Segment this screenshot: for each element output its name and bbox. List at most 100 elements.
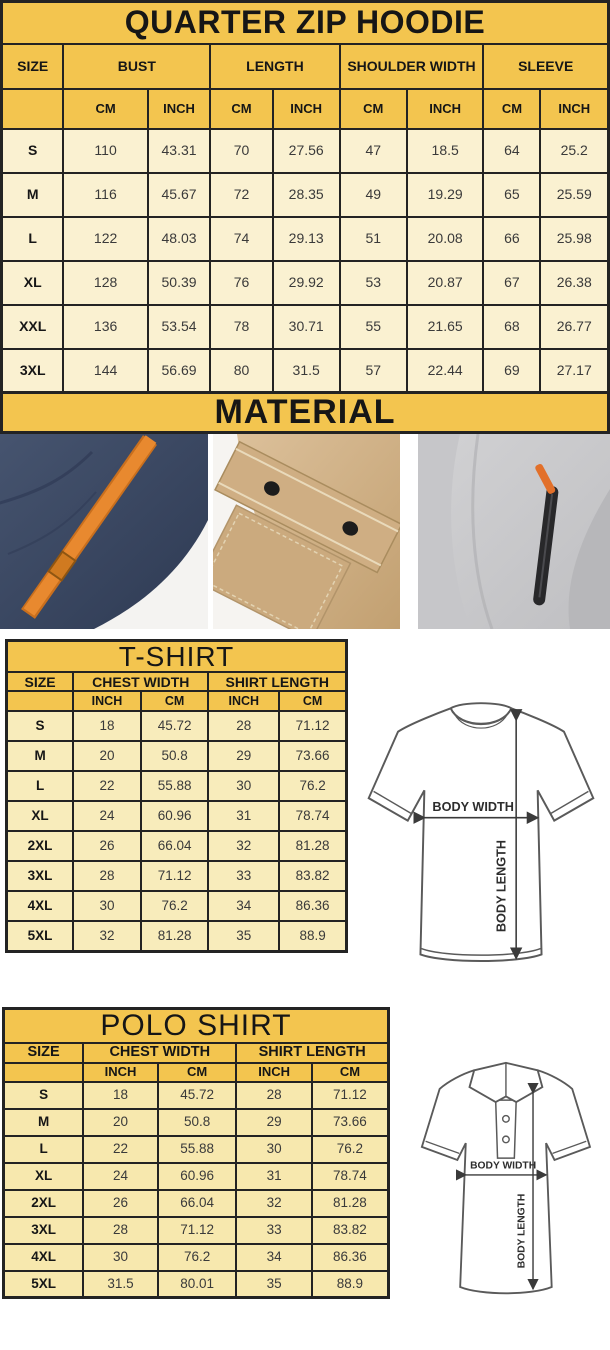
polo-title-row: POLO SHIRT bbox=[2, 1007, 390, 1044]
unit-header: CM bbox=[338, 87, 408, 130]
value-cell: 26.77 bbox=[539, 303, 610, 350]
size-row-2xl: 2XL 26 66.04 32 81.28 bbox=[5, 830, 348, 863]
tshirt-title-row: T-SHIRT bbox=[5, 639, 348, 674]
zip-pocket bbox=[533, 486, 559, 606]
value-cell: 50.39 bbox=[146, 259, 212, 306]
value-cell: 32 bbox=[235, 1188, 313, 1218]
unit-row: CM INCH CM INCH CM INCH CM INCH bbox=[0, 87, 610, 130]
size-row-3xl: 3XL 28 71.12 33 83.82 bbox=[5, 860, 348, 893]
polo-button bbox=[501, 1114, 510, 1123]
size-label-cell: 4XL bbox=[2, 1242, 85, 1272]
value-cell: 31 bbox=[235, 1161, 313, 1191]
unit-row: INCH CM INCH CM bbox=[2, 1061, 390, 1083]
tshirt-outline bbox=[367, 707, 595, 962]
value-cell: 29 bbox=[235, 1107, 313, 1137]
value-cell: 66.04 bbox=[156, 1188, 238, 1218]
unit-header: INCH bbox=[539, 87, 610, 130]
value-cell: 78.74 bbox=[278, 800, 348, 833]
value-cell: 29.13 bbox=[271, 215, 341, 262]
polo-button bbox=[501, 1135, 510, 1144]
value-cell: 28 bbox=[82, 1215, 159, 1245]
value-cell: 55.88 bbox=[156, 1134, 238, 1164]
size-row-s: S 110 43.31 70 27.56 47 18.5 64 25.2 bbox=[0, 127, 610, 174]
value-cell: 128 bbox=[62, 259, 149, 306]
value-cell: 76.2 bbox=[156, 1242, 238, 1272]
size-label-cell: L bbox=[0, 215, 65, 262]
value-cell: 33 bbox=[235, 1215, 313, 1245]
value-cell: 27.17 bbox=[539, 347, 610, 394]
value-cell: 76.2 bbox=[278, 770, 348, 803]
value-cell: 30 bbox=[82, 1242, 159, 1272]
value-cell: 60.96 bbox=[156, 1161, 238, 1191]
unit-header: CM bbox=[278, 690, 348, 713]
value-cell: 20 bbox=[82, 1107, 159, 1137]
size-label-cell: 3XL bbox=[5, 860, 75, 893]
body-length-label: BODY LENGTH bbox=[517, 1194, 528, 1269]
value-cell: 55 bbox=[338, 303, 408, 350]
value-cell: 80 bbox=[209, 347, 274, 394]
size-unit-spacer bbox=[2, 1061, 85, 1083]
zipper-pull bbox=[535, 463, 556, 494]
value-cell: 67 bbox=[482, 259, 542, 306]
value-cell: 32 bbox=[207, 830, 281, 863]
value-cell: 71.12 bbox=[156, 1215, 238, 1245]
unit-header: CM bbox=[62, 87, 149, 130]
orange-drawcord bbox=[23, 435, 157, 616]
value-cell: 25.2 bbox=[539, 127, 610, 174]
value-cell: 18 bbox=[72, 710, 142, 743]
size-row-xxl: XXL 136 53.54 78 30.71 55 21.65 68 26.77 bbox=[0, 303, 610, 350]
group-header: CHEST WIDTH bbox=[72, 671, 210, 693]
value-cell: 122 bbox=[62, 215, 149, 262]
value-cell: 68 bbox=[482, 303, 542, 350]
value-cell: 20 bbox=[72, 740, 142, 773]
value-cell: 78 bbox=[209, 303, 274, 350]
unit-header: INCH bbox=[72, 690, 142, 713]
value-cell: 64 bbox=[482, 127, 542, 174]
value-cell: 45.72 bbox=[139, 710, 210, 743]
size-label-cell: XXL bbox=[0, 303, 65, 350]
size-label-cell: XL bbox=[2, 1161, 85, 1191]
size-column-header: SIZE bbox=[0, 42, 65, 90]
drawcord-buckle bbox=[47, 550, 77, 582]
value-cell: 43.31 bbox=[146, 127, 212, 174]
material-photos bbox=[0, 434, 610, 629]
value-cell: 88.9 bbox=[310, 1269, 390, 1299]
size-label-cell: 2XL bbox=[2, 1188, 85, 1218]
group-header: SHIRT LENGTH bbox=[207, 671, 348, 693]
value-cell: 18 bbox=[82, 1080, 159, 1110]
size-row-l: L 22 55.88 30 76.2 bbox=[2, 1134, 390, 1164]
value-cell: 56.69 bbox=[146, 347, 212, 394]
size-label-cell: 3XL bbox=[0, 347, 65, 394]
value-cell: 51 bbox=[338, 215, 408, 262]
value-cell: 76.2 bbox=[310, 1134, 390, 1164]
unit-header: INCH bbox=[146, 87, 212, 130]
photo-divider bbox=[400, 434, 418, 629]
value-cell: 22 bbox=[72, 770, 142, 803]
size-label-cell: 5XL bbox=[2, 1269, 85, 1299]
value-cell: 29 bbox=[207, 740, 281, 773]
value-cell: 33 bbox=[207, 860, 281, 893]
value-cell: 35 bbox=[235, 1269, 313, 1299]
value-cell: 76.2 bbox=[139, 890, 210, 923]
hoodie-title-row: QUARTER ZIP HOODIE bbox=[0, 0, 610, 45]
value-cell: 74 bbox=[209, 215, 274, 262]
size-label-cell: L bbox=[2, 1134, 85, 1164]
value-cell: 24 bbox=[82, 1161, 159, 1191]
unit-header: CM bbox=[209, 87, 274, 130]
size-label-cell: S bbox=[2, 1080, 85, 1110]
size-row-xl: XL 24 60.96 31 78.74 bbox=[2, 1161, 390, 1191]
value-cell: 34 bbox=[235, 1242, 313, 1272]
tshirt-section: T-SHIRT SIZE CHEST WIDTH SHIRT LENGTH INCH C… bbox=[0, 639, 610, 983]
hoodie-chart-title: QUARTER ZIP HOODIE bbox=[0, 0, 610, 45]
size-label-cell: M bbox=[0, 171, 65, 218]
tshirt-size-chart: T-SHIRT SIZE CHEST WIDTH SHIRT LENGTH INCH C… bbox=[5, 639, 348, 953]
value-cell: 21.65 bbox=[405, 303, 485, 350]
value-cell: 49 bbox=[338, 171, 408, 218]
value-cell: 57 bbox=[338, 347, 408, 394]
value-cell: 86.36 bbox=[310, 1242, 390, 1272]
value-cell: 45.72 bbox=[156, 1080, 238, 1110]
unit-header: INCH bbox=[405, 87, 485, 130]
left-cuff-line bbox=[373, 790, 413, 815]
tshirt-measurement-diagram: BODY WIDTH BODY LENGTH bbox=[356, 673, 606, 983]
material-photo-khaki-pocket bbox=[213, 434, 400, 629]
